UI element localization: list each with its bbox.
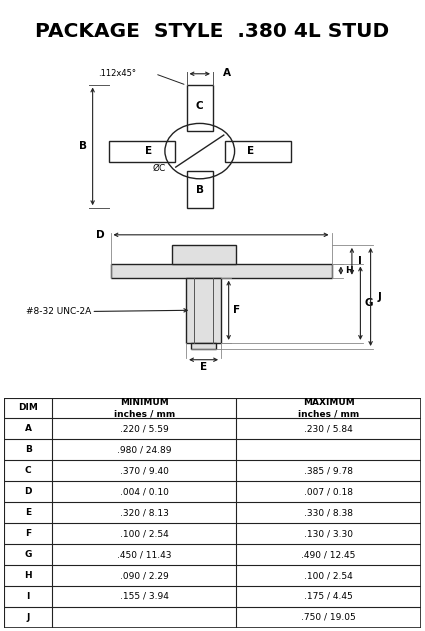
Text: E: E	[25, 508, 31, 517]
Text: .980 / 24.89: .980 / 24.89	[117, 445, 172, 454]
Text: .155 / 3.94: .155 / 3.94	[120, 592, 169, 601]
Text: .490 / 12.45: .490 / 12.45	[301, 550, 356, 559]
Bar	[109, 141, 175, 162]
Text: .100 / 2.54: .100 / 2.54	[120, 529, 169, 538]
Text: B: B	[196, 185, 204, 194]
Text: .330 / 8.38: .330 / 8.38	[304, 508, 353, 517]
Text: F: F	[233, 305, 240, 316]
Text: C: C	[25, 466, 31, 475]
Bar	[110, 264, 332, 278]
Text: F: F	[25, 529, 31, 538]
Bar	[187, 171, 213, 208]
Text: J: J	[377, 292, 381, 302]
Bar	[225, 141, 291, 162]
Text: MAXIMUM
inches / mm: MAXIMUM inches / mm	[298, 398, 359, 418]
Text: D: D	[96, 230, 104, 240]
Text: .220 / 5.59: .220 / 5.59	[120, 425, 169, 433]
Text: DIM: DIM	[18, 403, 38, 413]
Text: ØC: ØC	[153, 164, 166, 173]
Text: MINIMUM
inches / mm: MINIMUM inches / mm	[113, 398, 175, 418]
Text: C: C	[196, 101, 204, 111]
Text: I: I	[357, 256, 362, 266]
Text: .230 / 5.84: .230 / 5.84	[304, 425, 353, 433]
Text: A: A	[223, 68, 230, 78]
Text: .004 / 0.10: .004 / 0.10	[120, 487, 169, 496]
Text: .320 / 8.13: .320 / 8.13	[120, 508, 169, 517]
Text: .175 / 4.45: .175 / 4.45	[304, 592, 353, 601]
Text: PACKAGE  STYLE  .380 4L STUD: PACKAGE STYLE .380 4L STUD	[35, 22, 390, 41]
Bar	[186, 278, 221, 343]
Text: B: B	[79, 141, 87, 151]
Text: E: E	[145, 146, 152, 156]
Text: .370 / 9.40: .370 / 9.40	[120, 466, 169, 475]
Text: E: E	[247, 146, 254, 156]
Text: G: G	[365, 298, 373, 308]
Text: .450 / 11.43: .450 / 11.43	[117, 550, 172, 559]
Bar	[172, 245, 236, 264]
Text: D: D	[25, 487, 32, 496]
Text: #8-32 UNC-2A: #8-32 UNC-2A	[26, 307, 91, 316]
Text: .385 / 9.78: .385 / 9.78	[304, 466, 353, 475]
Text: A: A	[25, 425, 32, 433]
Text: .090 / 2.29: .090 / 2.29	[120, 571, 169, 580]
Text: .100 / 2.54: .100 / 2.54	[304, 571, 353, 580]
Text: .130 / 3.30: .130 / 3.30	[304, 529, 353, 538]
Text: .112x45°: .112x45°	[98, 69, 136, 78]
Text: H: H	[345, 266, 352, 275]
Text: .007 / 0.18: .007 / 0.18	[304, 487, 353, 496]
Text: J: J	[26, 613, 30, 622]
Text: H: H	[24, 571, 32, 580]
Text: I: I	[26, 592, 30, 601]
Text: .750 / 19.05: .750 / 19.05	[301, 613, 356, 622]
Text: E: E	[200, 362, 207, 372]
Bar	[191, 343, 216, 349]
Bar	[187, 85, 213, 131]
Text: G: G	[25, 550, 32, 559]
Text: B: B	[25, 445, 31, 454]
